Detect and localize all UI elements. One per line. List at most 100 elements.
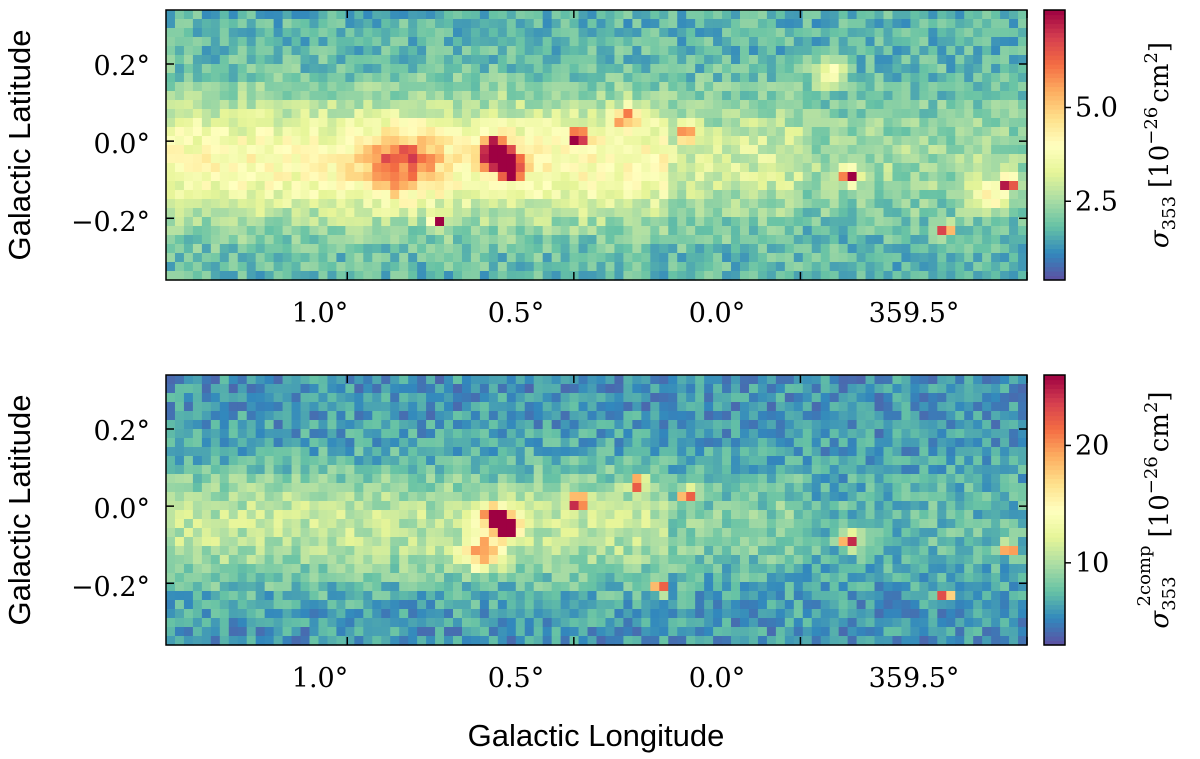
heatmap-cell: [453, 411, 463, 421]
heatmap-cell: [345, 429, 355, 439]
heatmap-cell: [982, 19, 992, 29]
heatmap-cell: [695, 438, 705, 448]
heatmap-cell: [793, 411, 804, 421]
heatmap-cell: [686, 465, 696, 475]
heatmap-cell: [1009, 519, 1019, 529]
heatmap-cell: [919, 393, 929, 403]
heatmap-cell: [551, 483, 562, 493]
heatmap-cell: [722, 190, 732, 200]
heatmap-cell: [435, 181, 445, 191]
heatmap-cell: [928, 208, 938, 218]
heatmap-cell: [883, 190, 894, 200]
heatmap-cell: [829, 555, 840, 565]
heatmap-cell: [623, 253, 633, 263]
heatmap-cell: [228, 271, 239, 281]
heatmap-cell: [542, 37, 553, 47]
heatmap-cell: [426, 163, 436, 173]
heatmap-cell: [722, 10, 732, 20]
heatmap-cell: [470, 46, 481, 56]
heatmap-cell: [865, 217, 876, 227]
heatmap-cell: [166, 64, 176, 74]
heatmap-cell: [614, 109, 625, 119]
heatmap-cell: [623, 172, 633, 182]
heatmap-cell: [910, 55, 920, 65]
heatmap-cell: [488, 208, 499, 218]
heatmap-cell: [811, 10, 822, 20]
heatmap-cell: [237, 447, 248, 457]
heatmap-cell: [417, 546, 427, 556]
heatmap-cell: [587, 393, 598, 403]
heatmap-cell: [865, 537, 876, 547]
heatmap-cell: [865, 253, 876, 263]
heatmap-cell: [345, 217, 355, 227]
heatmap-cell: [695, 163, 705, 173]
heatmap-cell: [354, 465, 364, 475]
heatmap-cell: [399, 465, 409, 475]
heatmap-cell: [524, 411, 535, 421]
heatmap-cell: [587, 465, 598, 475]
heatmap-cell: [345, 262, 355, 272]
heatmap-cell: [408, 429, 418, 439]
heatmap-cell: [381, 501, 391, 511]
heatmap-cell: [748, 28, 759, 38]
heatmap-cell: [578, 537, 589, 547]
heatmap-cell: [856, 235, 867, 245]
heatmap-cell: [1000, 55, 1010, 65]
heatmap-cell: [228, 483, 239, 493]
heatmap-cell: [650, 163, 660, 173]
heatmap-cell: [928, 447, 938, 457]
heatmap-cell: [291, 118, 302, 128]
heatmap-cell: [829, 190, 840, 200]
heatmap-cell: [470, 393, 481, 403]
heatmap-cell: [991, 253, 1001, 263]
heatmap-cell: [892, 163, 903, 173]
heatmap-cell: [802, 465, 813, 475]
heatmap-cell: [982, 411, 992, 421]
heatmap-cell: [919, 244, 929, 254]
heatmap-cell: [614, 528, 625, 538]
heatmap-cell: [399, 429, 409, 439]
heatmap-cell: [524, 136, 535, 146]
heatmap-cell: [695, 172, 705, 182]
heatmap-cell: [488, 235, 499, 245]
heatmap-cell: [219, 438, 230, 448]
heatmap-cell: [166, 28, 176, 38]
heatmap-cell: [345, 546, 355, 556]
heatmap-cell: [865, 235, 876, 245]
heatmap-cell: [820, 109, 831, 119]
heatmap-cell: [704, 456, 714, 466]
heatmap-cell: [183, 55, 194, 65]
heatmap-cell: [910, 172, 920, 182]
heatmap-cell: [390, 154, 400, 164]
heatmap-cell: [991, 474, 1001, 484]
heatmap-cell: [444, 55, 454, 65]
heatmap-cell: [300, 136, 311, 146]
heatmap-cell: [632, 555, 642, 565]
heatmap-cell: [623, 82, 633, 92]
heatmap-cell: [946, 429, 956, 439]
heatmap-cell: [883, 37, 894, 47]
heatmap-cell: [731, 384, 741, 394]
heatmap-cell: [327, 10, 338, 20]
heatmap-cell: [408, 181, 418, 191]
heatmap-cell: [174, 181, 185, 191]
heatmap-cell: [300, 402, 311, 412]
heatmap-cell: [201, 10, 212, 20]
heatmap-cell: [435, 244, 445, 254]
heatmap-cell: [722, 208, 732, 218]
heatmap-cell: [802, 253, 813, 263]
heatmap-cell: [273, 375, 284, 385]
heatmap-cell: [865, 411, 876, 421]
heatmap-cell: [677, 19, 687, 29]
heatmap-cell: [677, 217, 687, 227]
heatmap-cell: [515, 244, 526, 254]
heatmap-cell: [955, 208, 965, 218]
heatmap-cell: [820, 136, 831, 146]
heatmap-cell: [453, 172, 463, 182]
heatmap-cell: [722, 199, 732, 209]
heatmap-cell: [793, 537, 804, 547]
heatmap-cell: [1000, 73, 1010, 83]
heatmap-cell: [659, 100, 669, 110]
heatmap-cell: [524, 19, 535, 29]
heatmap-cell: [444, 244, 454, 254]
